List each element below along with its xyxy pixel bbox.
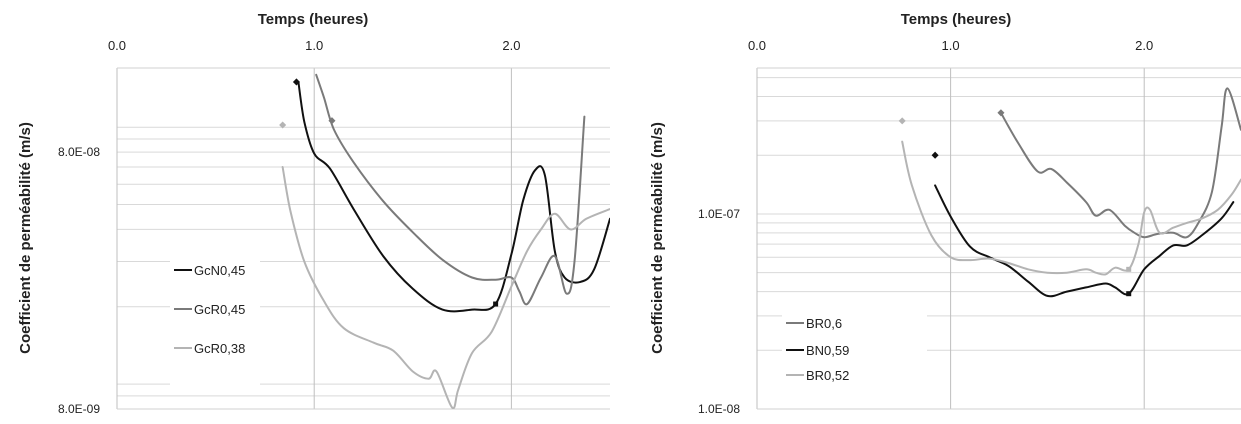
plot-area (901, 87, 1241, 298)
plot-area (281, 73, 610, 409)
legend-label-BR0,6: BR0,6 (806, 316, 842, 331)
x-tick-label: 2.0 (502, 38, 520, 53)
legend: BR0,6 BN0,59 BR0,52 (782, 312, 927, 396)
series-line-GcR0,38 (281, 166, 610, 409)
start-marker-BR0,52 (898, 117, 906, 125)
legend-label-BN0,59: BN0,59 (806, 343, 849, 358)
legend-label-GcN0,45: GcN0,45 (194, 263, 245, 278)
start-marker-GcR0,45 (328, 117, 336, 125)
gridlines (757, 68, 1241, 409)
legend: GcN0,45 GcR0,45 GcR0,38 (170, 240, 260, 390)
start-marker-BR0,6 (997, 109, 1005, 117)
y-tick-label: 8.0E-08 (58, 145, 100, 159)
end-marker-BR0,52 (1126, 266, 1132, 272)
x-axis-title: Temps (heures) (258, 11, 369, 28)
start-marker-BN0,59 (931, 151, 939, 159)
legend-box (170, 240, 260, 390)
y-axis-title: Coefficient de perméabilité (m/s) (17, 122, 34, 354)
y-tick-label: 1.0E-07 (698, 207, 740, 221)
legend-box (782, 312, 927, 396)
series-line-GcR0,45 (315, 73, 586, 306)
x-tick-label: 0.0 (108, 38, 126, 53)
y-tick-label: 8.0E-09 (58, 402, 100, 416)
x-tick-label: 2.0 (1135, 38, 1153, 53)
chart-panel-2: Temps (heures) 0.0 1.0 2.0 1.0E-07 1.0E-08 Coe… (649, 11, 1241, 416)
end-marker-BN0,59 (1126, 291, 1132, 297)
x-tick-label: 1.0 (305, 38, 323, 53)
legend-label-GcR0,45: GcR0,45 (194, 302, 245, 317)
x-tick-label: 0.0 (748, 38, 766, 53)
start-marker-GcN0,45 (292, 78, 300, 86)
legend-label-BR0,52: BR0,52 (806, 368, 849, 383)
x-tick-label: 1.0 (942, 38, 960, 53)
y-axis-title: Coefficient de perméabilité (m/s) (649, 122, 666, 354)
chart-panel-1: Temps (heures) 0.0 1.0 2.0 8.0E-08 8.0E-09 Coe… (17, 11, 610, 416)
start-marker-GcR0,38 (279, 121, 287, 129)
series-line-BR0,52 (901, 140, 1241, 276)
series-line-GcN0,45 (297, 81, 610, 313)
series-line-BR0,6 (999, 87, 1241, 239)
x-axis-title: Temps (heures) (901, 11, 1012, 28)
legend-label-GcR0,38: GcR0,38 (194, 341, 245, 356)
y-tick-label: 1.0E-08 (698, 402, 740, 416)
series-line-BN0,59 (934, 184, 1235, 298)
end-marker-GcN0,45 (493, 301, 499, 307)
